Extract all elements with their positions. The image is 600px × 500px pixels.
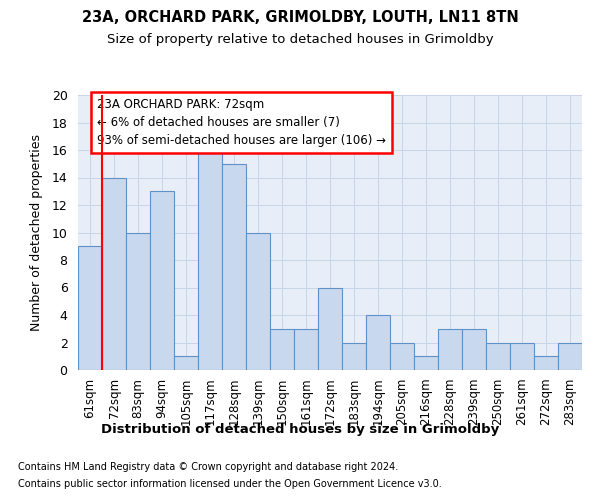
Bar [150,191,174,370]
Y-axis label: Number of detached properties: Number of detached properties [31,134,43,331]
Bar [414,356,438,370]
Bar [318,288,342,370]
Bar [558,342,582,370]
Text: Distribution of detached houses by size in Grimoldby: Distribution of detached houses by size … [101,422,499,436]
Bar [270,329,294,370]
Bar [486,342,510,370]
Bar [246,232,270,370]
Bar [438,329,462,370]
Bar [102,178,126,370]
Bar [294,329,318,370]
Bar [78,246,102,370]
Bar [174,356,198,370]
Bar [342,342,366,370]
Bar [534,356,558,370]
Bar [198,136,222,370]
Bar [462,329,486,370]
Text: Size of property relative to detached houses in Grimoldby: Size of property relative to detached ho… [107,32,493,46]
Text: 23A, ORCHARD PARK, GRIMOLDBY, LOUTH, LN11 8TN: 23A, ORCHARD PARK, GRIMOLDBY, LOUTH, LN1… [82,10,518,25]
Bar [366,315,390,370]
Bar [126,232,150,370]
Text: Contains HM Land Registry data © Crown copyright and database right 2024.: Contains HM Land Registry data © Crown c… [18,462,398,472]
Text: 23A ORCHARD PARK: 72sqm
← 6% of detached houses are smaller (7)
93% of semi-deta: 23A ORCHARD PARK: 72sqm ← 6% of detached… [97,98,386,147]
Bar [390,342,414,370]
Text: Contains public sector information licensed under the Open Government Licence v3: Contains public sector information licen… [18,479,442,489]
Bar [510,342,534,370]
Bar [222,164,246,370]
